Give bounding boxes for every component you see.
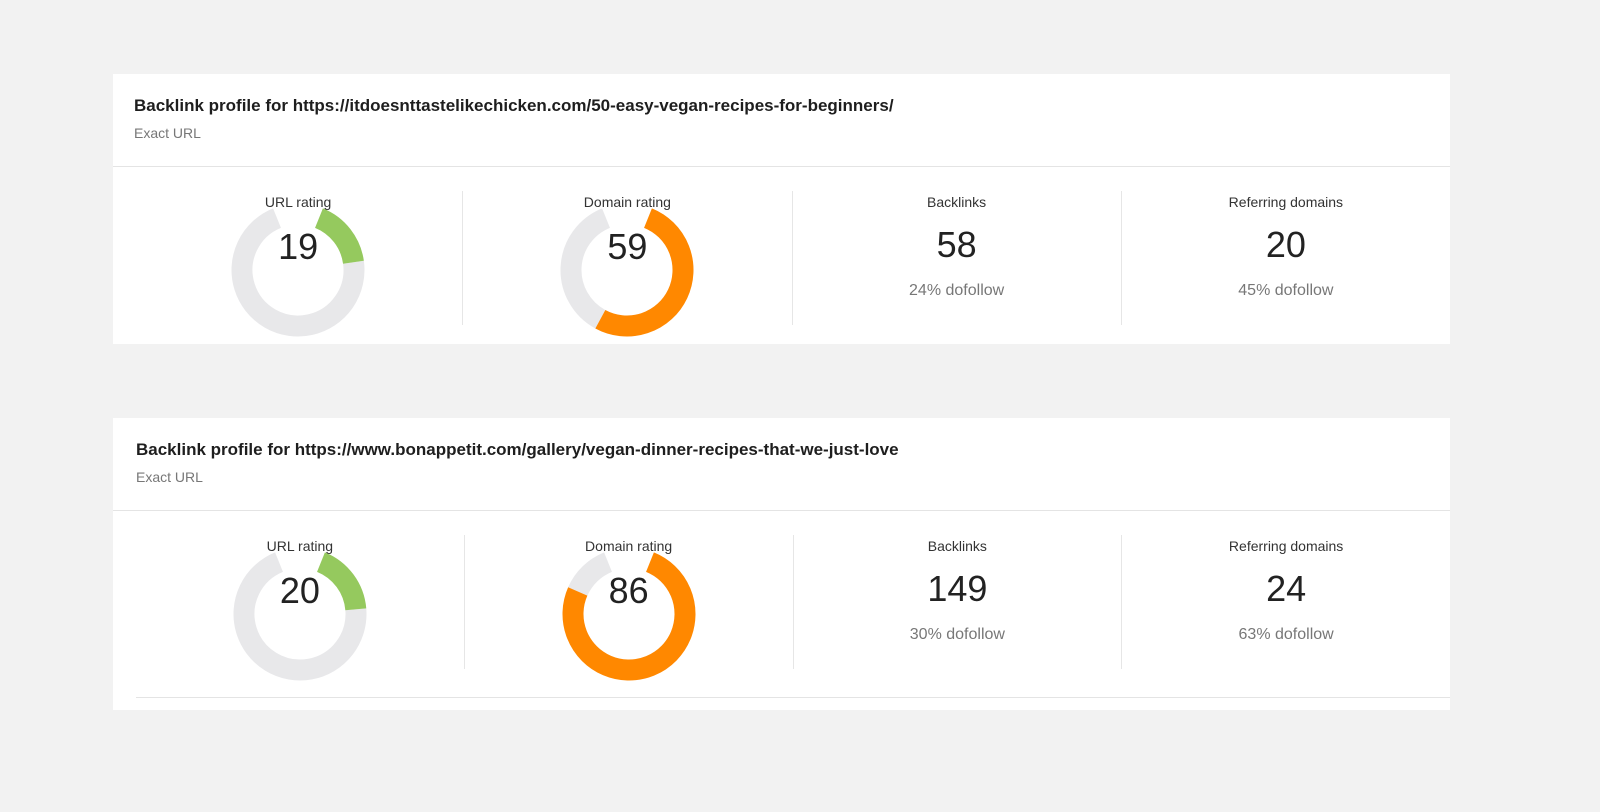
backlink-profile-card-1: Backlink profile for https://itdoesnttas…: [113, 74, 1450, 344]
metric-label: URL rating: [264, 194, 332, 210]
backlinks-metric: Backlinks 58 24% dofollow: [791, 191, 1121, 325]
card-subtitle: Exact URL: [134, 125, 201, 141]
card-title: Backlink profile for https://www.bonappe…: [136, 440, 899, 459]
gauge-fill: [314, 208, 364, 265]
domain-rating-metric: Domain rating 59: [462, 191, 791, 337]
gauge-track: [560, 208, 611, 329]
gauge-track: [233, 552, 367, 681]
dofollow-percent: 30% dofollow: [909, 626, 1005, 643]
backlinks-metric: Backlinks 149 30% dofollow: [792, 535, 1122, 669]
metric-label: URL rating: [266, 538, 334, 554]
metric-label: Backlinks: [927, 194, 987, 210]
url-rating-gauge: 20: [230, 552, 370, 681]
card-subtitle: Exact URL: [136, 469, 203, 485]
metrics-row: URL rating 20 Domain rating 86 Backlinks…: [113, 511, 1450, 681]
url-rating-metric: URL rating 19: [134, 191, 462, 337]
metrics-row: URL rating 19 Domain rating 59 Backlinks…: [113, 167, 1450, 337]
gauge-value: 86: [608, 570, 649, 611]
dofollow-percent: 24% dofollow: [909, 282, 1005, 299]
domain-rating-metric: Domain rating 86: [463, 535, 793, 681]
dofollow-percent: 63% dofollow: [1238, 626, 1334, 643]
url-rating-metric: URL rating 20: [136, 535, 464, 681]
card-header: Backlink profile for https://itdoesnttas…: [113, 74, 1450, 167]
gauge-value: 59: [607, 226, 648, 267]
domain-rating-gauge: 59: [557, 208, 697, 337]
gauge-fill: [316, 552, 367, 611]
dofollow-percent: 45% dofollow: [1238, 282, 1334, 299]
metric-label: Backlinks: [927, 538, 987, 554]
metric-label: Referring domains: [1228, 194, 1344, 210]
gauge-fill: [562, 552, 696, 681]
card-header: Backlink profile for https://www.bonappe…: [113, 418, 1450, 511]
card-title: Backlink profile for https://itdoesnttas…: [134, 96, 894, 115]
gauge-value: 20: [279, 570, 320, 611]
referring-domains-value[interactable]: 24: [1266, 568, 1307, 609]
referring-domains-metric: Referring domains 20 45% dofollow: [1120, 191, 1450, 325]
gauge-track: [567, 552, 613, 597]
backlinks-value[interactable]: 58: [936, 224, 977, 265]
gauge-value: 19: [278, 226, 319, 267]
gauge-track: [231, 208, 365, 337]
referring-domains-value[interactable]: 20: [1265, 224, 1306, 265]
gauge-fill: [595, 208, 694, 337]
backlink-profile-card-2: Backlink profile for https://www.bonappe…: [113, 418, 1450, 710]
domain-rating-gauge: 86: [559, 552, 699, 681]
metric-label: Domain rating: [583, 194, 671, 210]
divider: [136, 697, 1450, 698]
backlinks-value[interactable]: 149: [927, 568, 988, 609]
referring-domains-metric: Referring domains 24 63% dofollow: [1121, 535, 1450, 669]
metric-label: Referring domains: [1228, 538, 1344, 554]
metric-label: Domain rating: [585, 538, 673, 554]
url-rating-gauge: 19: [228, 208, 368, 337]
